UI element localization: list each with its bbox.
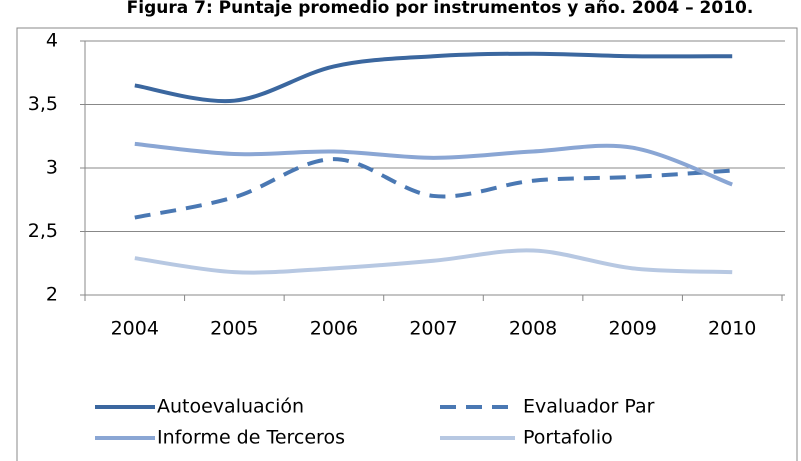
legend-label: Evaluador Par [523,396,655,418]
chart-title: Figura 7: Puntaje promedio por instrumen… [127,0,754,18]
y-tick-label: 2,5 [28,220,58,242]
x-tick-label: 2004 [111,318,159,340]
series-line [134,141,733,187]
x-tick-label: 2010 [708,318,756,340]
y-tick-label: 3,5 [28,93,58,115]
legend-label: Autoevaluación [157,396,304,418]
x-tick-label: 2007 [409,318,457,340]
y-tick-label: 4 [46,30,58,52]
y-tick-label: 3 [46,157,58,179]
x-tick-label: 2006 [310,318,358,340]
legend-label: Portafolio [523,427,613,449]
series-line [134,157,733,220]
chart-frame [16,27,798,461]
series-line [134,248,733,275]
x-tick-label: 2008 [509,318,557,340]
series-line [134,51,733,104]
x-tick-label: 2005 [210,318,258,340]
legend-label: Informe de Terceros [157,427,345,449]
y-tick-label: 2 [46,284,58,306]
x-tick-label: 2009 [608,318,656,340]
